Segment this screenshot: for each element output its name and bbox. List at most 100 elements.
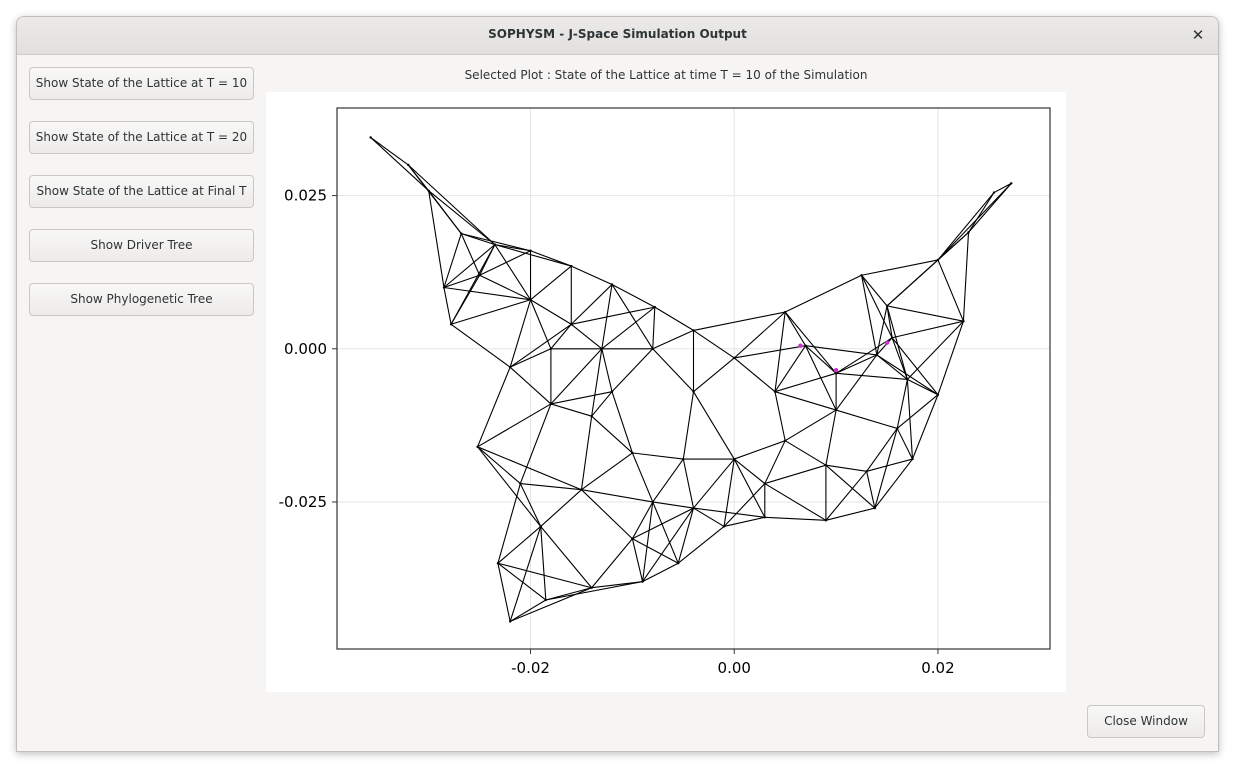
show-driver-tree-button[interactable]: Show Driver Tree — [29, 229, 254, 262]
mesh-edge — [550, 323, 572, 350]
lattice-node — [631, 451, 634, 455]
title-bar[interactable]: SOPHYSM - J-Space Simulation Output ✕ — [17, 17, 1218, 55]
mesh-edge — [494, 244, 531, 301]
lattice-node — [875, 353, 879, 357]
mesh-edge — [581, 452, 633, 491]
mesh-edge — [509, 599, 547, 622]
mesh-edge — [530, 250, 572, 267]
lattice-node — [682, 457, 685, 461]
x-tick-label: 0.02 — [921, 659, 954, 677]
mesh-edge — [861, 274, 888, 307]
mesh-edge — [479, 250, 531, 276]
mesh-edge — [677, 507, 695, 564]
mesh-edge — [530, 299, 552, 349]
mesh-edge — [723, 458, 735, 527]
mesh-edge — [835, 354, 878, 374]
mesh-edge — [682, 391, 695, 460]
mesh-edge — [937, 182, 1012, 261]
mesh-edge — [874, 428, 898, 509]
mesh-edge — [861, 275, 878, 356]
lattice-node — [773, 390, 777, 393]
mesh-edge — [632, 507, 694, 540]
lattice-node — [936, 393, 940, 396]
mesh-edge — [693, 357, 735, 393]
lattice-node — [539, 525, 542, 528]
show-phylogenetic-tree-button[interactable]: Show Phylogenetic Tree — [29, 283, 254, 316]
lattice-node — [590, 414, 593, 418]
mesh-edge — [477, 403, 552, 448]
mesh-edge — [825, 464, 867, 472]
mesh-edge — [896, 379, 908, 429]
lattice-node — [460, 232, 463, 235]
lattice-node — [692, 506, 695, 510]
mesh-edge — [886, 305, 893, 338]
mesh-edge — [805, 345, 877, 356]
show-lattice-t20-button[interactable]: Show State of the Lattice at T = 20 — [29, 121, 254, 154]
lattice-node — [496, 562, 500, 565]
mesh-edge — [540, 489, 582, 527]
lattice-node — [911, 457, 914, 461]
mesh-edge — [450, 299, 531, 325]
mesh-edge — [784, 274, 862, 313]
mesh-edge — [876, 337, 893, 356]
mesh-edge — [693, 458, 735, 509]
lattice-node — [865, 470, 868, 473]
mesh-edge — [677, 526, 725, 564]
lattice-node — [896, 427, 899, 430]
mesh-edge — [591, 415, 633, 454]
mesh-edge — [550, 391, 613, 405]
lattice-node — [860, 274, 863, 277]
mesh-edge — [896, 394, 939, 429]
show-lattice-t10-button[interactable]: Show State of the Lattice at T = 10 — [29, 67, 254, 100]
mesh-edge — [611, 283, 656, 308]
lattice-node — [834, 408, 838, 412]
lattice-node — [804, 344, 807, 347]
show-lattice-final-button[interactable]: Show State of the Lattice at Final T — [29, 175, 254, 208]
lattice-node — [529, 298, 532, 301]
close-window-button[interactable]: Close Window — [1087, 705, 1205, 738]
mesh-edge — [693, 311, 786, 331]
lattice-node — [763, 516, 766, 519]
mesh-edge — [370, 137, 430, 192]
close-icon[interactable]: ✕ — [1191, 26, 1205, 44]
mesh-edge — [896, 428, 913, 460]
mesh-edge — [876, 305, 888, 356]
lattice-node — [992, 191, 996, 194]
lattice-node — [508, 620, 512, 623]
mesh-edge — [968, 192, 995, 233]
mesh-edge — [866, 458, 913, 472]
mesh-edge — [477, 446, 542, 527]
mesh-edge — [876, 354, 939, 396]
mesh-edge — [450, 323, 511, 368]
mesh-edge — [693, 507, 725, 527]
window-title: SOPHYSM - J-Space Simulation Output — [488, 27, 747, 41]
mesh-edge — [764, 464, 827, 485]
mesh-edge — [861, 259, 939, 276]
mesh-edge — [632, 452, 684, 460]
lattice-node — [590, 586, 593, 589]
mesh-edge — [733, 458, 766, 485]
mesh-edge — [866, 471, 876, 509]
lattice-node — [783, 310, 787, 314]
mesh-edge — [835, 409, 898, 429]
mesh-edge — [937, 259, 964, 322]
highlighted-node — [833, 368, 839, 373]
mesh-edge — [581, 489, 633, 540]
mesh-edge — [774, 391, 837, 411]
mesh-edge — [497, 562, 592, 589]
mesh-edge — [601, 306, 656, 350]
lattice-node — [873, 506, 877, 510]
mesh-edge — [497, 563, 511, 622]
lattice-node — [529, 249, 532, 252]
y-tick-label: -0.025 — [279, 493, 327, 511]
mesh-edge — [911, 394, 939, 460]
mesh-edge — [642, 501, 654, 582]
mesh-edge — [652, 501, 679, 564]
mesh-edge — [734, 345, 806, 359]
mesh-edge — [591, 581, 643, 589]
mesh-edge — [519, 403, 552, 484]
lattice-node — [407, 163, 410, 167]
mesh-edge — [835, 337, 893, 374]
mesh-edge — [509, 348, 552, 368]
lattice-node — [549, 347, 553, 350]
